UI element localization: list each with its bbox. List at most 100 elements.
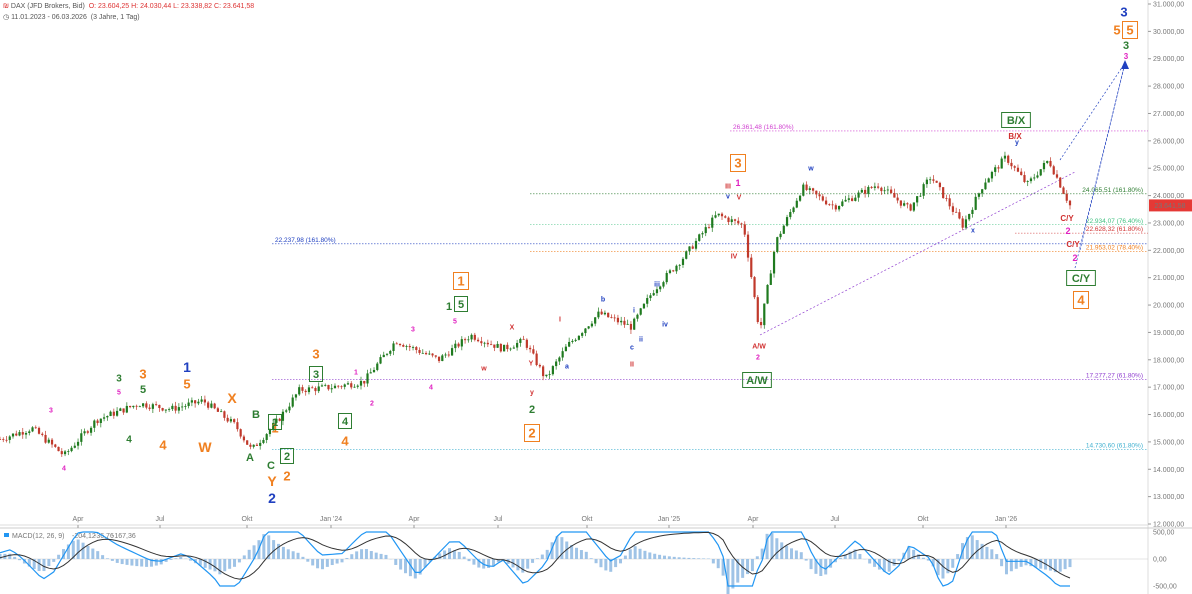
macd-histogram-bar (174, 558, 178, 559)
macd-histogram-bar (52, 559, 56, 562)
macd-histogram-bar (1053, 559, 1057, 573)
candle-body (971, 209, 974, 215)
macd-histogram-bar (941, 559, 945, 579)
candle-body (249, 444, 252, 447)
macd-histogram-bar (760, 548, 764, 559)
macd-histogram-bar (1029, 559, 1033, 567)
wave-label-2: 2 (528, 426, 535, 441)
macd-histogram-bar (71, 540, 75, 559)
candle-body (47, 439, 50, 443)
wave-label-2: 2 (529, 404, 535, 416)
macd-histogram-bar (267, 535, 271, 559)
candle-body (203, 399, 206, 403)
macd-histogram-bar (418, 559, 422, 575)
candle-body (317, 386, 320, 392)
candle-body (44, 434, 47, 443)
candle-body (581, 333, 584, 336)
candle-body (236, 422, 239, 430)
candle-body (919, 195, 922, 197)
macd-histogram-bar (775, 538, 779, 559)
candle-body (711, 217, 714, 228)
candle-body (672, 270, 675, 272)
candle-body (977, 193, 981, 197)
candle-body (392, 343, 395, 351)
macd-histogram-bar (140, 559, 144, 567)
candle-body (1026, 181, 1029, 182)
candle-body (288, 406, 291, 411)
ohlc-values: O: 23.604,25 H: 24.030,44 L: 23.338,82 C… (88, 3, 255, 10)
wave-label-4: 4 (1077, 293, 1085, 308)
macd-hist-value: -167,36 (112, 533, 136, 540)
candle-body (132, 405, 135, 408)
last-price-label: 23.641,58 (1154, 203, 1185, 210)
macd-histogram-bar (413, 559, 417, 579)
macd-histogram-bar (770, 533, 774, 559)
wave-label-box (338, 413, 352, 429)
candle-body (102, 417, 106, 419)
wave-label-c-y: C/Y (1066, 240, 1080, 249)
candle-body (649, 295, 652, 299)
candle-body (776, 237, 779, 252)
macd-histogram-bar (1024, 559, 1028, 566)
instrument-icon: ₪ (3, 3, 9, 10)
macd-histogram-bar (242, 555, 246, 559)
macd-histogram-bar (750, 559, 754, 572)
macd-histogram-bar (76, 539, 80, 559)
candle-body (896, 197, 899, 201)
wave-label-4: 4 (62, 466, 66, 473)
wave-label-box (730, 154, 746, 172)
macd-histogram-bar (433, 557, 437, 559)
wave-label-2: 2 (1072, 253, 1077, 263)
candle-body (80, 433, 83, 442)
macd-histogram-bar (521, 559, 525, 573)
candle-body (18, 432, 21, 436)
last-price-badge (1149, 199, 1192, 212)
macd-histogram-bar (868, 559, 872, 564)
macd-histogram-bar (272, 540, 276, 559)
macd-histogram-bar (379, 553, 383, 559)
candle-body (850, 198, 854, 201)
candle-body (314, 388, 317, 392)
y-tick-label: 18.000,00 (1153, 357, 1184, 364)
candle-body (398, 343, 402, 346)
candle-body (720, 213, 724, 217)
macd-histogram-bar (262, 534, 266, 559)
macd-histogram-bar (247, 549, 251, 559)
macd-histogram-bar (496, 559, 500, 563)
macd-histogram-bar (643, 550, 647, 559)
candle-body (330, 388, 333, 390)
candle-body (50, 439, 54, 445)
candle-body (1052, 166, 1055, 175)
candle-body (220, 411, 223, 413)
candle-body (821, 196, 824, 201)
wave-label-3: 3 (49, 408, 53, 415)
macd-histogram-bar (8, 553, 12, 559)
macd-histogram-bar (658, 554, 662, 559)
candle-body (903, 203, 906, 206)
macd-histogram-bar (306, 559, 310, 562)
wave-label-5: 5 (117, 390, 121, 397)
macd-histogram-bar (619, 559, 623, 564)
instrument-name: DAX (JFD Brokers, Bid) (10, 3, 85, 10)
candle-body (925, 179, 928, 185)
candle-body (506, 344, 509, 350)
candle-body (411, 347, 415, 348)
wave-label-1: 1 (271, 421, 278, 436)
macd-histogram-bar (672, 556, 676, 559)
candle-body (311, 387, 314, 389)
candle-body (128, 405, 132, 408)
candle-body (324, 384, 327, 386)
projection-line (1079, 62, 1126, 251)
candle-body (229, 419, 233, 422)
macd-histogram-bar (18, 559, 22, 561)
candle-body (847, 198, 850, 200)
wave-label-3: 3 (1120, 5, 1127, 20)
candle-body (837, 206, 841, 210)
macd-histogram-bar (408, 559, 412, 577)
candle-body (389, 350, 392, 354)
candle-body (701, 233, 704, 235)
candle-body (200, 399, 203, 402)
projection-line (1059, 62, 1126, 161)
candle-body (942, 187, 945, 199)
